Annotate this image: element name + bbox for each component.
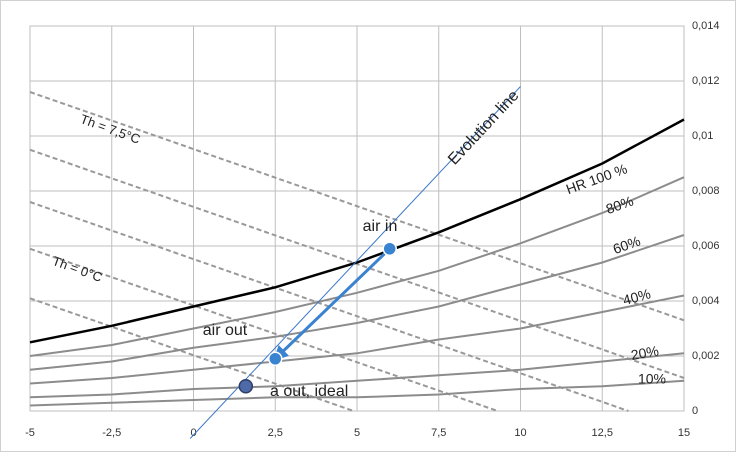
point-label: air in (363, 218, 398, 235)
x-tick-label: -2,5 (102, 427, 121, 439)
rh-label: 20% (630, 342, 660, 363)
wet-bulb-line (29, 297, 355, 412)
wet-bulb-line (29, 91, 685, 322)
y-tick-label: 0,01 (692, 130, 713, 142)
y-tick-label: 0,004 (692, 295, 720, 307)
rh-curve (29, 176, 685, 357)
y-tick-label: 0,014 (692, 20, 720, 32)
rh-curve (29, 352, 685, 399)
point (268, 351, 283, 366)
y-tick-label: 0,006 (692, 240, 720, 252)
wet-bulb-line (29, 148, 685, 379)
y-tick-label: 0,012 (692, 75, 720, 87)
point (238, 379, 254, 394)
x-tick-label: 15 (678, 427, 690, 439)
rh-curve (29, 379, 685, 407)
x-tick-label: -5 (25, 427, 35, 439)
rh-curve (29, 294, 685, 385)
x-tick-label: 5 (354, 427, 360, 439)
rh-label: 40% (621, 285, 652, 308)
y-tick-label: 0,008 (692, 185, 720, 197)
x-tick-label: 10 (514, 427, 526, 439)
x-tick-label: 0 (190, 427, 196, 439)
process-arrow (273, 247, 391, 361)
y-tick-label: 0 (692, 405, 698, 417)
plot-area (29, 25, 685, 412)
point-label: a out, ideal (270, 383, 348, 400)
x-tick-label: 7,5 (431, 427, 446, 439)
wet-bulb-line (29, 247, 498, 412)
x-tick-label: 12,5 (592, 427, 613, 439)
rh-label: 10% (638, 371, 666, 387)
y-tick-label: 0,002 (692, 350, 720, 362)
rh-curve (29, 118, 685, 344)
x-tick-label: 2,5 (268, 427, 283, 439)
point-label: air out (203, 322, 248, 339)
point (382, 241, 397, 256)
rh-curve (29, 234, 685, 371)
